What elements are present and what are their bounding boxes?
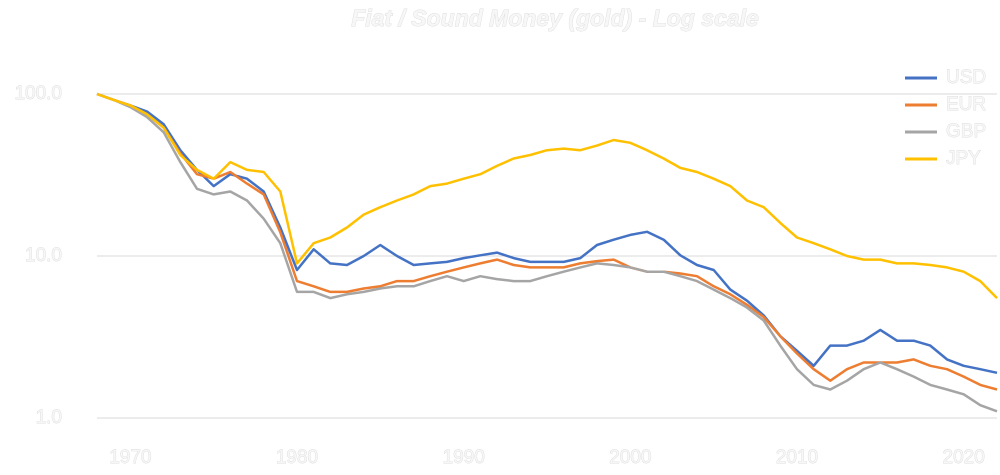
- x-tick-label: 1970: [109, 447, 151, 468]
- legend-label: EUR: [946, 94, 986, 115]
- series-line: [96, 92, 998, 375]
- chart-title: Fiat / Sound Money (gold) - Log scale: [351, 5, 759, 31]
- legend-label: JPY: [946, 148, 981, 169]
- x-tick-label: 1990: [443, 447, 485, 468]
- x-tick-label: 1980: [276, 447, 318, 468]
- series-line: [96, 92, 998, 391]
- y-tick-label: 1.0: [36, 407, 62, 428]
- x-tick-label: 2020: [943, 447, 985, 468]
- y-tick-label: 100.0: [14, 83, 62, 104]
- legend-label: GBP: [946, 121, 986, 142]
- y-tick-label: 10.0: [25, 245, 62, 266]
- x-tick-label: 2000: [609, 447, 651, 468]
- series-line: [96, 92, 998, 299]
- series-line: [96, 92, 998, 413]
- x-tick-label: 2010: [776, 447, 818, 468]
- legend-label: USD: [946, 67, 986, 88]
